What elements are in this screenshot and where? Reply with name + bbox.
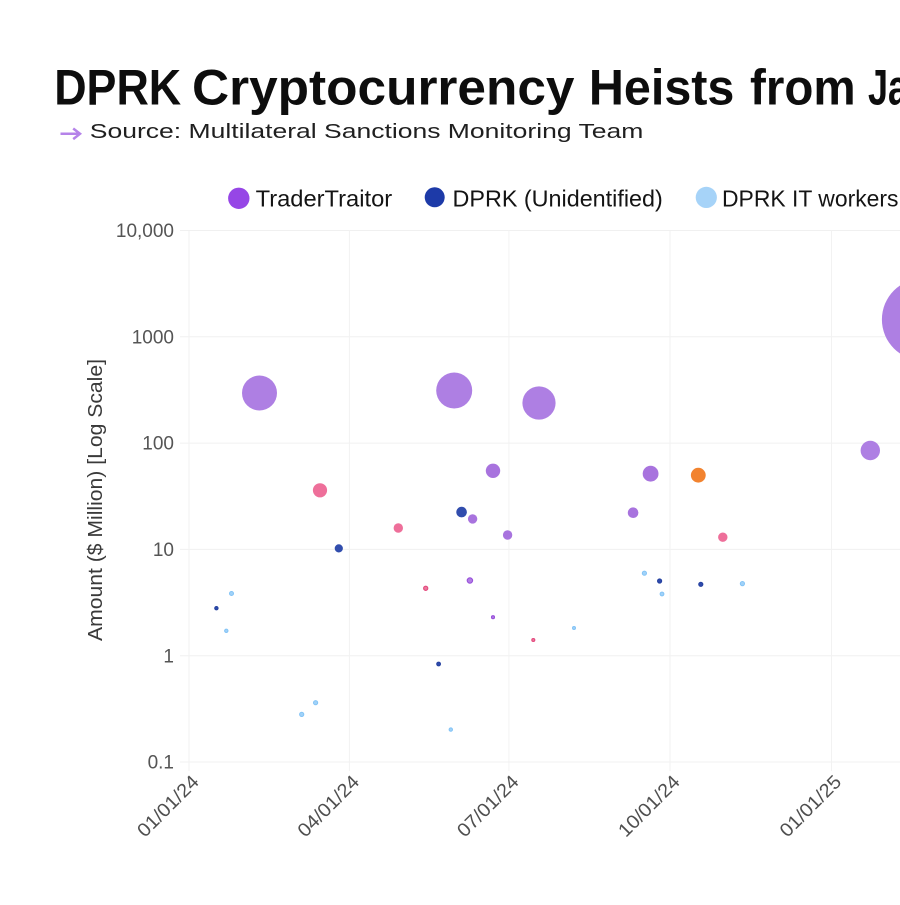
svg-text:DPRK IT workers: DPRK IT workers [722, 186, 899, 212]
svg-text:0.1: 0.1 [148, 753, 174, 774]
svg-text:Ja: Ja [868, 59, 900, 115]
svg-text:Cryptocurrency: Cryptocurrency [192, 59, 575, 115]
svg-text:1: 1 [163, 646, 174, 667]
svg-text:DPRK (Unidentified): DPRK (Unidentified) [453, 186, 663, 212]
svg-text:DPRK: DPRK [54, 59, 181, 115]
svg-text:100: 100 [142, 434, 174, 455]
svg-text:Source: Multilateral Sanctions: Source: Multilateral Sanctions Monitorin… [90, 120, 644, 143]
svg-text:Heists: Heists [589, 59, 735, 115]
svg-text:from: from [750, 59, 856, 115]
svg-text:1000: 1000 [132, 327, 174, 348]
svg-text:Amount ($ Million) [Log Scale]: Amount ($ Million) [Log Scale] [85, 359, 107, 641]
svg-text:TraderTraitor: TraderTraitor [256, 186, 393, 212]
svg-text:10: 10 [153, 540, 174, 561]
svg-text:10,000: 10,000 [116, 221, 174, 242]
